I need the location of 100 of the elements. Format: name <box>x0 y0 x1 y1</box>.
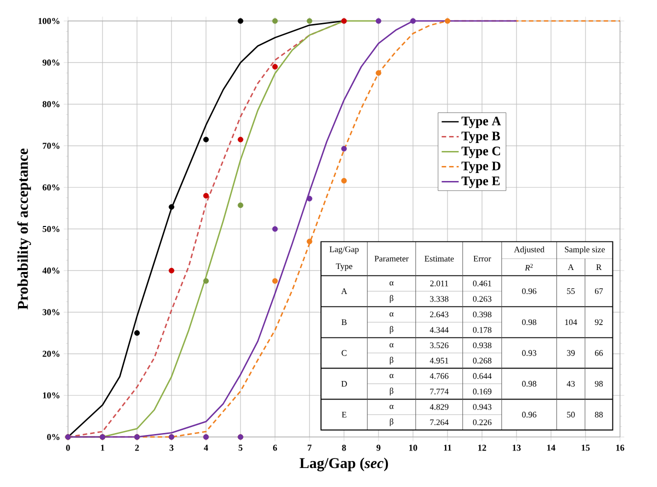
y-tick-label: 80% <box>42 101 60 108</box>
point <box>272 18 278 24</box>
x-tick-label: 1 <box>100 444 104 451</box>
point <box>306 238 312 244</box>
annotation: 0.263 <box>473 296 492 302</box>
annotation: 0.96 <box>522 412 536 418</box>
annotation: D <box>341 381 347 387</box>
annotation: 7.264 <box>430 419 449 426</box>
annotation: R$^{2}$ <box>524 264 533 271</box>
point <box>203 136 209 142</box>
annotation: E <box>342 412 346 418</box>
y-tick-label: 60% <box>42 184 60 190</box>
annotation: Parameter <box>374 256 409 262</box>
point <box>168 268 174 274</box>
annotation: 0.98 <box>522 319 536 326</box>
annotation: 0.98 <box>522 380 536 387</box>
x-tick-label: 5 <box>238 444 242 451</box>
annotation: 50 <box>567 412 575 418</box>
annotation: 0.169 <box>473 388 492 394</box>
legend-label: Type B <box>462 132 500 143</box>
annotation: α <box>390 281 394 286</box>
x-tick-label: 6 <box>273 444 277 451</box>
y-tick-label: 20% <box>42 350 60 357</box>
x-tick-label: 13 <box>512 444 521 451</box>
y-tick-label: 50% <box>42 226 60 232</box>
x-tick-label: 16 <box>616 444 624 451</box>
x-tick-label: 12 <box>478 444 486 451</box>
annotation: 7.774 <box>430 388 449 394</box>
annotation: 3.526 <box>430 342 448 348</box>
annotation: A <box>341 288 348 294</box>
annotation: β <box>390 326 394 334</box>
point <box>238 136 244 142</box>
annotation: 4.766 <box>430 373 448 379</box>
x-tick-label: 0 <box>66 444 70 451</box>
point <box>203 278 209 284</box>
annotation: 0.943 <box>473 404 492 410</box>
x-tick-label: 2 <box>135 444 139 451</box>
annotation: A <box>568 264 574 270</box>
x-tick-label: 9 <box>376 444 380 451</box>
x-axis-title: Lag/Gap (sec) <box>300 458 388 472</box>
point <box>341 146 347 152</box>
x-tick-label: 11 <box>444 444 452 451</box>
y-tick-label: 0% <box>47 434 60 440</box>
annotation: 0.226 <box>473 419 492 426</box>
annotation: 3.338 <box>430 296 448 302</box>
y-tick-label: 40% <box>42 268 60 274</box>
x-tick-label: 7 <box>308 444 312 451</box>
legend-label: Type D <box>462 162 500 173</box>
y-tick-label: 30% <box>42 309 60 316</box>
annotation: β <box>390 356 394 365</box>
annotation: R <box>596 264 602 270</box>
legend-label: Type C <box>462 146 500 158</box>
annotation: 92 <box>594 319 603 326</box>
annotation: 4.344 <box>430 327 449 333</box>
annotation: Sample size <box>564 246 605 254</box>
annotation: α <box>390 343 394 348</box>
x-tick-label: 8 <box>342 444 346 451</box>
point <box>134 330 140 336</box>
legend-label: Type E <box>462 176 500 188</box>
y-tick-label: 100% <box>38 18 60 24</box>
y-axis-title: Probability of acceptance <box>17 148 31 310</box>
annotation: 0.398 <box>473 312 492 318</box>
annotation: 88 <box>594 412 603 418</box>
annotation: 0.938 <box>473 342 492 348</box>
x-tick-label: 15 <box>582 444 590 451</box>
annotation: α <box>390 374 394 378</box>
x-tick-label: 14 <box>547 444 556 451</box>
point <box>341 18 347 24</box>
y-tick-label: 70% <box>42 142 60 149</box>
annotation: β <box>390 418 394 426</box>
annotation: α <box>390 312 394 316</box>
point <box>306 196 312 202</box>
annotation: β <box>390 388 394 396</box>
point <box>272 226 278 232</box>
annotation: β <box>390 295 394 303</box>
annotation: Type <box>336 264 352 271</box>
annotation: 66 <box>594 350 603 356</box>
annotation: Adjusted <box>514 246 544 254</box>
x-tick-label: 3 <box>170 444 174 451</box>
point <box>376 18 382 24</box>
legend-label: Type A <box>462 116 501 128</box>
annotation: 0.644 <box>473 373 492 379</box>
annotation: 2.011 <box>430 280 448 286</box>
annotation: 98 <box>594 380 603 387</box>
point <box>444 18 450 24</box>
annotation: 43 <box>566 380 575 387</box>
point <box>238 18 244 24</box>
annotation: Estimate <box>424 256 454 262</box>
y-tick-label: 10% <box>43 392 60 398</box>
point <box>272 64 278 70</box>
y-tick-label: 90% <box>42 60 60 66</box>
annotation: 104 <box>565 319 578 326</box>
annotation: 2.643 <box>430 312 448 318</box>
annotation: 55 <box>567 288 575 294</box>
annotation: 0.461 <box>473 280 492 286</box>
point <box>168 204 174 210</box>
annotation: C <box>342 350 347 356</box>
point <box>376 70 382 76</box>
annotation: 0.178 <box>473 327 492 333</box>
point <box>272 278 278 284</box>
